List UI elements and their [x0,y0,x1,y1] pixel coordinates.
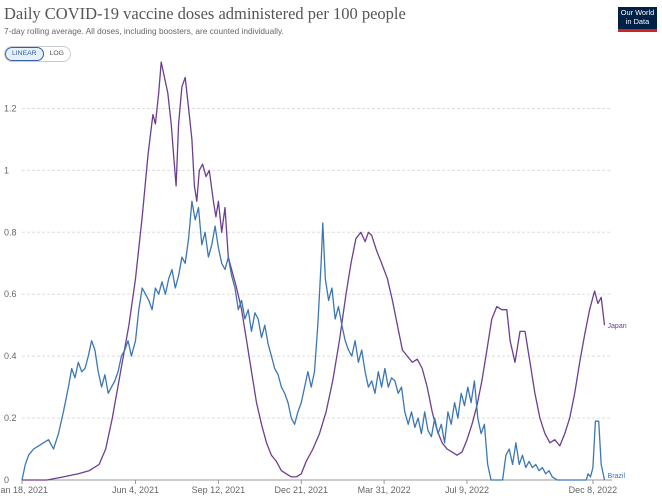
x-tick-label: Jun 4, 2021 [112,485,159,495]
x-tick-label: Mar 31, 2022 [358,485,411,495]
series-label-brazil: Brazil [608,473,626,480]
x-tick-label: Jul 9, 2022 [445,485,489,495]
series-label-japan: Japan [608,323,627,330]
y-tick-label: 0.4 [4,351,17,361]
x-tick-label: Jan 18, 2021 [0,485,48,495]
x-tick-label: Dec 21, 2021 [274,485,328,495]
chart-subtitle: 7-day rolling average. All doses, includ… [4,26,284,36]
y-tick-label: 0 [4,475,9,485]
logo-accent-bar [618,29,657,32]
log-scale-button[interactable]: LOG [49,50,64,57]
y-tick-label: 0.6 [4,289,17,299]
y-tick-label: 0.8 [4,227,17,237]
scale-toggle[interactable]: LINEAR LOG [4,46,71,62]
owid-logo[interactable]: Our World in Data [618,7,657,32]
linear-scale-button[interactable]: LINEAR [5,47,44,61]
y-tick-label: 0.2 [4,413,17,423]
logo-line-2: in Data [625,16,650,26]
chart-title: Daily COVID-19 vaccine doses administere… [4,4,406,23]
series-line-brazil [21,200,606,481]
y-tick-label: 1.2 [4,103,17,113]
x-tick-label: Sep 12, 2021 [192,485,246,495]
logo-line-1: Our World [620,8,655,17]
series-line-japan [22,61,606,481]
y-tick-label: 1 [4,165,9,175]
x-tick-label: Dec 8, 2022 [569,485,618,495]
